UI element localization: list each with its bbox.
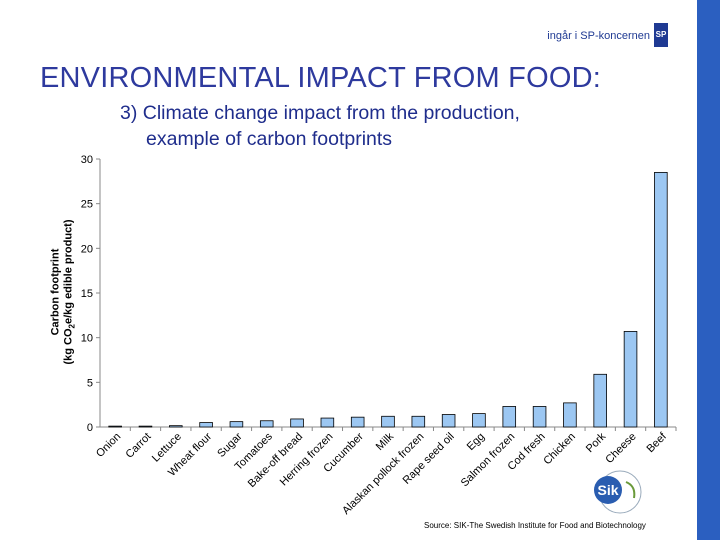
source-note: Source: SIK-The Swedish Institute for Fo… xyxy=(424,521,646,530)
y-tick-label: 25 xyxy=(81,199,93,211)
bar xyxy=(654,171,668,428)
bar xyxy=(259,420,274,428)
bar xyxy=(290,418,304,428)
y-axis-label-line2: (kg CO2e/kg edible product) xyxy=(62,219,77,365)
bar xyxy=(441,414,456,428)
x-tick-label: Egg xyxy=(465,431,487,453)
bar xyxy=(623,331,638,428)
sik-logo: Sik xyxy=(594,470,642,514)
bar xyxy=(320,417,335,428)
bar xyxy=(108,425,122,428)
x-tick-label: Cheese xyxy=(603,431,638,466)
slide-subtitle: 3) Climate change impact from the produc… xyxy=(120,100,680,152)
bar xyxy=(199,422,213,428)
bar xyxy=(593,373,607,428)
y-tick-label: 5 xyxy=(87,377,93,389)
bar xyxy=(472,413,486,428)
y-axis-label-line1: Carbon footprint xyxy=(49,248,62,336)
bar xyxy=(381,415,395,428)
bar xyxy=(138,425,153,428)
subtitle-line1: 3) Climate change impact from the produc… xyxy=(120,102,520,124)
y-tick-label: 10 xyxy=(81,333,93,345)
x-tick-label: Beef xyxy=(644,430,669,455)
x-tick-label: Milk xyxy=(374,430,397,453)
x-tick-label: Pork xyxy=(584,430,609,455)
x-tick-label: Herring frozen xyxy=(278,431,336,489)
bar xyxy=(532,406,547,428)
bar xyxy=(411,415,426,428)
subtitle-line2: example of carbon footprints xyxy=(146,128,393,150)
x-tick-label: Chicken xyxy=(541,431,578,468)
y-tick-label: 30 xyxy=(81,154,93,166)
y-tick-label: 15 xyxy=(81,288,93,300)
bar xyxy=(563,402,577,428)
y-tick-label: 20 xyxy=(81,243,93,255)
right-accent-bar xyxy=(697,0,720,540)
bar xyxy=(502,406,517,428)
bar xyxy=(350,416,365,428)
slide-title: ENVIRONMENTAL IMPACT FROM FOOD: xyxy=(40,62,601,94)
bar xyxy=(169,425,183,428)
svg-text:Sik: Sik xyxy=(597,482,618,498)
y-axis-label: Carbon footprint (kg CO2e/kg edible prod… xyxy=(49,219,78,364)
x-tick-label: Onion xyxy=(94,431,123,460)
bar xyxy=(229,421,244,428)
brand-text: ingår i SP-koncernen xyxy=(547,30,650,42)
sp-logo: SP xyxy=(654,23,668,47)
y-tick-label: 0 xyxy=(87,422,93,434)
